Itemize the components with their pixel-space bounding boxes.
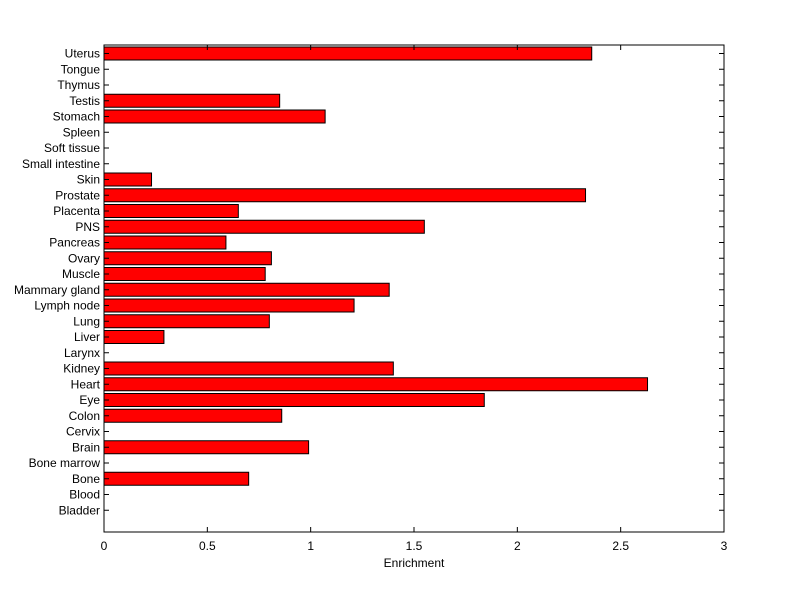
- y-tick-label: Blood: [69, 488, 100, 502]
- x-tick-label: 1: [307, 539, 314, 553]
- bar-mammary-gland: [103, 282, 390, 297]
- bar-lung: [103, 314, 270, 329]
- x-tick-label: 0.5: [199, 539, 216, 553]
- y-tick-label: Lung: [73, 314, 100, 328]
- y-tick-label: PNS: [75, 220, 100, 234]
- y-tick-label: Brain: [72, 440, 100, 454]
- bar-eye: [103, 393, 485, 407]
- y-tick-label: Placenta: [53, 204, 100, 218]
- y-tick-label: Bladder: [59, 503, 100, 517]
- bar-testis: [103, 93, 281, 108]
- y-tick-label: Small intestine: [22, 157, 100, 171]
- y-tick-label: Muscle: [62, 267, 100, 281]
- x-axis-title: Enrichment: [384, 556, 445, 570]
- y-tick-label: Uterus: [65, 47, 100, 61]
- y-tick-label: Pancreas: [49, 236, 100, 250]
- bar-uterus: [103, 46, 593, 61]
- x-tick-label: 2.5: [612, 539, 629, 553]
- bar-skin: [103, 172, 153, 187]
- y-tick-label: Colon: [69, 409, 100, 423]
- y-tick-label: Heart: [71, 377, 101, 391]
- bar-ovary: [103, 251, 272, 266]
- y-tick-label: Mammary gland: [14, 283, 100, 297]
- x-tick-label: 3: [721, 539, 728, 553]
- y-tick-label: Larynx: [64, 346, 100, 360]
- y-tick-label: Bone: [72, 472, 100, 486]
- bar-stomach: [103, 109, 326, 124]
- y-tick-label: Skin: [77, 173, 100, 187]
- bar-muscle: [103, 267, 266, 281]
- y-tick-label: Liver: [74, 330, 100, 344]
- bar-bone: [103, 471, 250, 486]
- bar-colon: [103, 408, 283, 423]
- y-tick-label: Soft tissue: [44, 141, 100, 155]
- bar-pns: [103, 219, 425, 234]
- ticks-group: 0 0.5 1 1.5 2 2.5 3: [101, 45, 728, 553]
- bar-placenta: [103, 204, 239, 218]
- bar-liver: [103, 330, 165, 344]
- y-tick-label: Testis: [69, 94, 100, 108]
- x-tick-label: 1.5: [406, 539, 423, 553]
- bar-lymph-node: [103, 298, 355, 313]
- y-tick-label: Bone marrow: [29, 456, 101, 470]
- bar-brain: [103, 440, 310, 455]
- y-tick-label: Thymus: [57, 78, 100, 92]
- x-tick-label: 0: [101, 539, 108, 553]
- bar-pancreas: [103, 235, 227, 250]
- y-tick-label: Kidney: [63, 362, 100, 376]
- bar-prostate: [103, 188, 587, 203]
- x-tick-label: 2: [514, 539, 521, 553]
- bar-kidney: [103, 361, 394, 376]
- y-tick-label: Cervix: [66, 425, 100, 439]
- bars-group: [103, 46, 649, 486]
- y-tick-label: Ovary: [68, 251, 100, 265]
- y-tick-label: Stomach: [53, 110, 100, 124]
- y-tick-label: Lymph node: [34, 299, 100, 313]
- y-tick-label: Spleen: [63, 125, 100, 139]
- y-tick-label: Tongue: [61, 62, 101, 76]
- y-tick-label: Prostate: [55, 188, 100, 202]
- bar-heart: [103, 377, 649, 392]
- y-tick-label: Eye: [79, 393, 100, 407]
